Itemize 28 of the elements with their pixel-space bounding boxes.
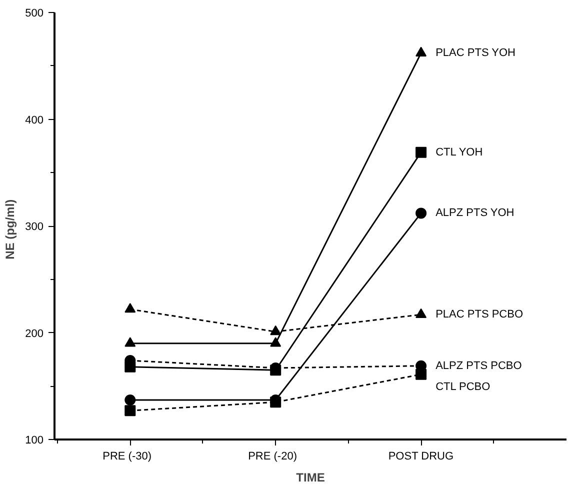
point (270, 325, 282, 336)
point (416, 308, 427, 318)
y-tick-label: 300 (25, 221, 44, 233)
y-axis-title: NE (pg/ml) (3, 199, 18, 260)
point (416, 368, 427, 380)
series-label: CTL PCBO (436, 381, 491, 394)
x-tick-label: POST DRUG (388, 450, 454, 462)
x-tick-label: PRE (-30) (102, 450, 152, 462)
series-label: PLAC PTS PCBO (436, 308, 524, 321)
x-axis-title: TIME (296, 470, 325, 484)
x-tick-label: PRE (-20) (248, 450, 297, 462)
point (124, 337, 136, 347)
point (124, 405, 136, 416)
y-tick-label: 500 (25, 8, 44, 20)
y-tick-label: 100 (25, 434, 44, 446)
series-label: ALPZ PTS PCBO (436, 360, 522, 372)
point (416, 146, 427, 158)
y-tick-label: 200 (25, 328, 44, 340)
point (270, 396, 282, 408)
point (416, 46, 427, 56)
series-label: PLAC PTS YOH (436, 47, 516, 60)
point (416, 208, 427, 219)
series-label: CTL YOH (436, 146, 483, 158)
point (270, 337, 282, 347)
point (124, 302, 136, 313)
series-label: ALPZ PTS YOH (436, 207, 514, 220)
y-tick-label: 400 (25, 114, 44, 126)
point (124, 394, 136, 406)
